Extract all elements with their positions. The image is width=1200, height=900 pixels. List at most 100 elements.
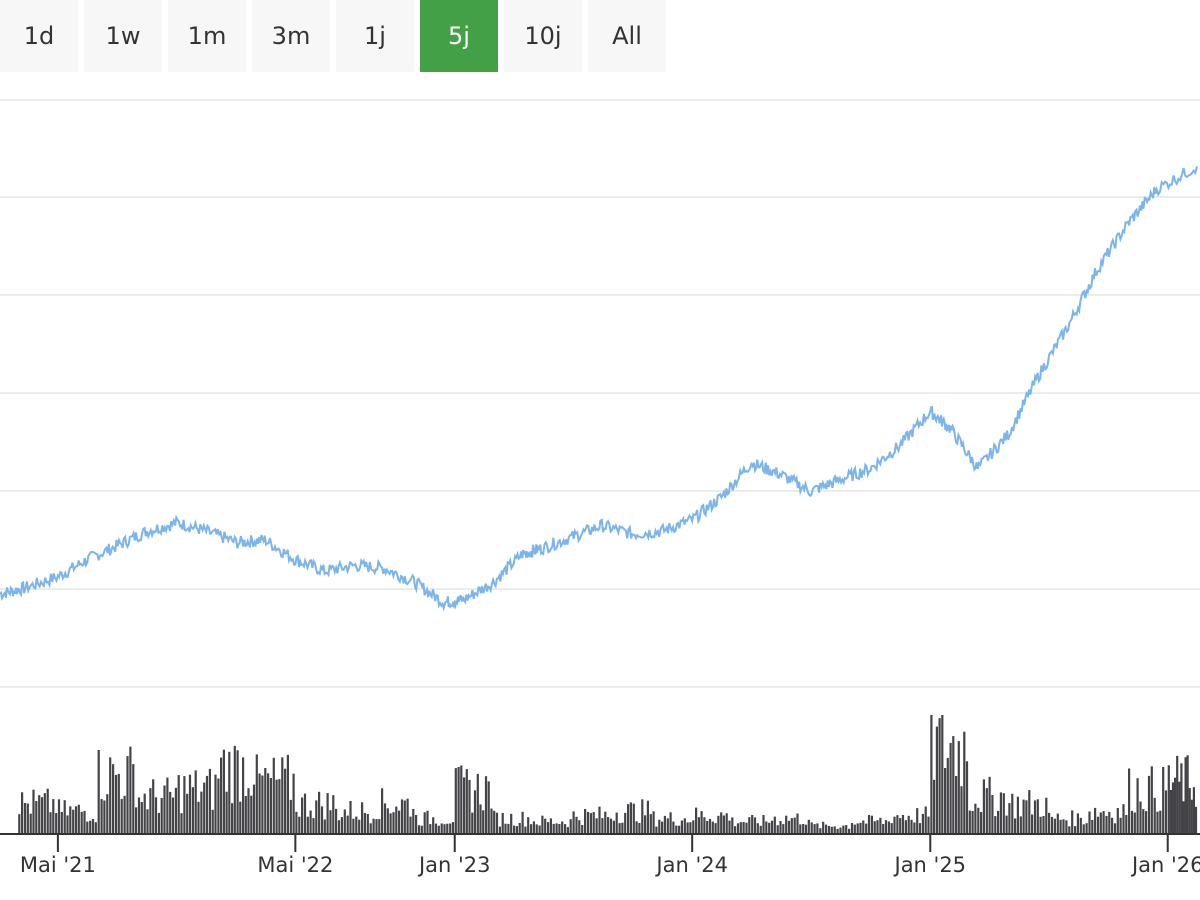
x-tick-label: Jan '25	[893, 853, 967, 877]
volume-bar	[884, 820, 888, 833]
volume-bar	[137, 797, 141, 833]
volume-bar	[157, 812, 160, 833]
volume-bar	[618, 823, 621, 833]
volume-bar	[123, 795, 126, 833]
volume-bar	[680, 820, 683, 833]
volume-bar	[495, 812, 499, 833]
volume-bar	[29, 813, 32, 833]
volume-bar	[1178, 781, 1181, 833]
volume-bar	[893, 816, 896, 833]
volume-bar	[434, 823, 438, 833]
volume-bar	[203, 782, 206, 833]
volume-bar	[295, 811, 298, 833]
volume-bar	[714, 823, 717, 833]
volume-bar	[1186, 755, 1189, 833]
x-tick-label: Jan '23	[417, 853, 491, 877]
volume-bar	[862, 820, 865, 833]
volume-bar	[200, 791, 203, 833]
volume-bar	[83, 810, 86, 833]
volume-bar	[839, 827, 842, 833]
volume-bar	[406, 798, 409, 833]
range-button-10j[interactable]: 10j	[504, 0, 582, 72]
volume-bar	[615, 812, 618, 833]
volume-bar	[323, 819, 326, 833]
volume-bar	[896, 815, 899, 833]
volume-bar	[69, 806, 72, 833]
volume-bar	[239, 801, 242, 833]
volume-bar	[49, 812, 52, 833]
volume-bar	[1016, 796, 1019, 833]
volume-bar	[748, 817, 751, 833]
volume-bar	[106, 794, 109, 833]
volume-bar	[1059, 819, 1062, 833]
volume-bar	[592, 812, 595, 833]
volume-bar	[971, 811, 974, 833]
volume-bar	[412, 808, 415, 833]
volume-bar	[286, 754, 289, 833]
volume-bar	[1039, 816, 1042, 833]
price-line	[0, 166, 1198, 612]
range-button-1d[interactable]: 1d	[0, 0, 78, 72]
volume-bar	[261, 775, 264, 833]
volume-bar	[1008, 803, 1011, 833]
volume-bar	[194, 770, 197, 833]
volume-bar	[739, 822, 742, 833]
volume-bar	[692, 820, 695, 833]
volume-bar	[527, 817, 530, 833]
volume-bar	[544, 818, 547, 833]
volume-bar	[100, 799, 103, 833]
volume-bar	[1182, 801, 1185, 833]
volume-bar	[955, 776, 958, 833]
volume-bar	[40, 797, 44, 833]
volume-bar	[275, 779, 278, 833]
volume-bar	[1184, 757, 1187, 833]
volume-bar	[1122, 804, 1125, 833]
volume-bar	[504, 823, 507, 833]
volume-bar	[343, 809, 346, 833]
volume-bar	[848, 828, 851, 833]
range-button-1m[interactable]: 1m	[168, 0, 246, 72]
volume-bar	[473, 790, 477, 833]
volume-bar	[720, 812, 723, 833]
volume-bar	[751, 815, 754, 833]
volume-bar	[1056, 813, 1059, 833]
volume-bar	[515, 826, 518, 833]
volume-bar	[440, 823, 443, 833]
range-button-all[interactable]: All	[588, 0, 666, 72]
volume-bar	[1053, 818, 1056, 833]
volume-bar	[1094, 807, 1097, 833]
volume-bar	[80, 811, 83, 833]
volume-bar	[882, 824, 885, 833]
volume-bar	[918, 823, 922, 833]
volume-bar	[731, 817, 734, 833]
volume-bar	[1119, 817, 1122, 833]
volume-bar	[994, 816, 997, 833]
volume-bar	[403, 800, 406, 833]
volume-bar	[126, 756, 129, 833]
volume-bar	[865, 823, 868, 833]
volume-bar	[1042, 816, 1045, 833]
volume-bar	[220, 757, 223, 833]
volume-bar	[1167, 765, 1170, 833]
volume-bar	[927, 816, 930, 833]
volume-bar	[1048, 812, 1051, 833]
volume-bar	[569, 819, 572, 833]
range-button-5j[interactable]: 5j	[420, 0, 498, 72]
range-button-1j[interactable]: 1j	[336, 0, 414, 72]
volume-bar	[1005, 815, 1008, 833]
volume-bar	[26, 803, 29, 833]
volume-bar	[867, 815, 871, 833]
volume-bar	[1036, 799, 1039, 833]
range-button-1w[interactable]: 1w	[84, 0, 162, 72]
volume-bar	[510, 813, 513, 833]
volume-bar	[736, 823, 740, 833]
volume-bar	[678, 825, 681, 833]
volume-bar	[487, 781, 490, 833]
volume-bar	[361, 802, 364, 833]
volume-bar	[968, 810, 971, 833]
volume-bar	[734, 826, 737, 833]
range-button-3m[interactable]: 3m	[252, 0, 330, 72]
volume-bar	[652, 811, 655, 833]
volume-bar	[624, 812, 627, 833]
